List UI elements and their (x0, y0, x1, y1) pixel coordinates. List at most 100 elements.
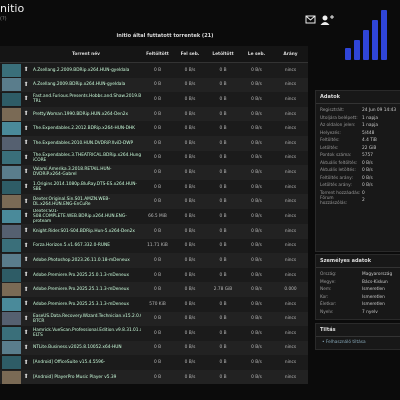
info-value: 2 (362, 198, 365, 204)
category-icon (2, 283, 21, 297)
info-label: Fórum hozzászólás: (320, 195, 348, 206)
stat-cell: 0 B/s (174, 208, 206, 224)
ban-panel: Tiltás • Felhasználó tiltása (315, 323, 400, 350)
torrent-row: ⬆ Adobe.Photoshop.2023.26.11.0.18-mDeneux… (0, 253, 308, 268)
torrent-row: ⬆ Adobe.Premiere.Pro.2025.25.3.1.3-mDeneu… (0, 296, 308, 312)
torrent-name[interactable]: Pretty.Woman.1990.BDRip.HUN.x264-Den2x (31, 106, 141, 122)
category-icon (2, 180, 21, 194)
seed-arrow: ⬆ (23, 300, 29, 308)
stat-cell: nincs (273, 223, 308, 239)
category-icon (2, 209, 21, 223)
torrent-name[interactable]: Adobe.Photoshop.2023.26.11.0.18-mDeneux (31, 253, 141, 268)
stat-cell: nincs (273, 340, 308, 356)
stat-cell: 0 B (206, 77, 240, 93)
category-icon (2, 195, 21, 209)
info-value: 22 GiB (362, 145, 377, 151)
username: initio (0, 2, 25, 15)
torrent-name[interactable]: Adobe.Premiere.Pro.2025.25.0.1.3-mDeneux (31, 267, 141, 283)
info-row: Aktuális letöltés: 0 B/s (316, 167, 400, 175)
stat-cell: 0 B/s (240, 135, 273, 151)
info-value: 7 nyelv (362, 309, 378, 315)
info-label: Az oldalon jelen: (320, 123, 356, 129)
category-cell (0, 340, 21, 356)
add-friend-icon[interactable] (322, 15, 328, 21)
category-icon (2, 356, 21, 370)
status-cell: ⬆ (21, 311, 31, 327)
status-cell: ⬆ (21, 267, 31, 283)
stat-cell: 2.78 GiB (206, 282, 240, 297)
category-icon (2, 297, 21, 311)
stat-cell: 0 B/s (174, 238, 206, 254)
torrent-name[interactable]: EaseUS.Data.Recovery.Wizard.Technician.v… (31, 311, 141, 327)
info-label: Nyelv: (320, 309, 334, 315)
info-row: Pontok száma: 5757 (316, 152, 400, 160)
stat-cell: 0 B (206, 326, 240, 341)
category-icon (2, 63, 21, 77)
info-label: Ország: (320, 272, 337, 278)
torrent-name[interactable]: NTLite.Business.v2025.8.10052.x64-HUN (31, 340, 141, 356)
seed-arrow: ⬆ (23, 124, 29, 132)
torrent-name[interactable]: Hamrick.VueScan.Professional.Edition.v9.… (31, 326, 141, 341)
info-row: Utoljára belépett: 1 napja (316, 115, 400, 123)
column-header: Arány (273, 46, 308, 63)
status-cell: ⬆ (21, 194, 31, 209)
stat-cell: 0 B/s (240, 369, 273, 385)
torrent-name[interactable]: A.Zsellang.2.2009.BDRip.x264.HUN-gyeldal… (31, 62, 141, 78)
info-label: Letöltés: (320, 145, 339, 151)
torrent-name[interactable]: The.Expendables.3.THEATRICAL.BDRip.x264.… (31, 150, 141, 166)
torrent-row: ⬆ Forza.Horizon.5.v1.667.332.0-RUNE 11.71 … (0, 238, 308, 254)
torrent-name[interactable]: Adobe.Premiere.Pro.2025.25.1.1.3-mDeneux (31, 282, 141, 297)
personal-panel: Személyes adatok Ország: Magyarország Megy… (315, 254, 400, 320)
category-icon (2, 151, 21, 165)
torrent-name[interactable]: Forza.Horizon.5.v1.667.332.0-RUNE (31, 238, 141, 254)
torrent-name[interactable]: Fast.and.Furious.Presents.Hobbs.and.Shaw… (31, 92, 141, 107)
stat-cell: 0 B (206, 62, 240, 78)
seed-arrow: ⬆ (23, 139, 29, 147)
torrent-name[interactable]: 1.Origins.2014.1080p.BluRay.DTS-ES.x264.… (31, 179, 141, 195)
stat-cell: nincs (273, 121, 308, 136)
data-panel: Adatok Regisztrált: 24 Jun 09 14:43 Utoljá… (315, 90, 400, 252)
category-icon (2, 312, 21, 326)
stat-cell: 0 B/s (174, 340, 206, 356)
stat-cell: 0 B (206, 92, 240, 107)
ban-link-text[interactable]: Felhasználó tiltása (325, 340, 366, 345)
stat-cell: 0 B/s (174, 369, 206, 385)
category-cell (0, 267, 21, 283)
stat-cell: nincs (273, 179, 308, 195)
info-value: 24 Jun 09 14:43 (362, 108, 397, 114)
category-cell (0, 194, 21, 209)
torrent-name[interactable]: The.Expendables.2010.HUN.DVDRiP.XviD-DWP (31, 135, 141, 151)
info-value: Ismeretlen (362, 302, 385, 308)
info-row: Megye: Bács-Kiskun (316, 279, 400, 287)
torrent-name[interactable]: A.Zsellang.2009.BDRip.x264.HUN-gyeldala (31, 77, 141, 93)
torrent-name[interactable]: Dexter.Original.Sin.S01.AMZN.WEB-DL.x264… (31, 194, 141, 209)
torrent-name[interactable]: The.Expendables.2.2012.BDRip.x264-HUN-DH… (31, 121, 141, 136)
info-label: Helyezés: (320, 130, 341, 136)
ban-link[interactable]: • Felhasználó tiltása (322, 340, 366, 345)
status-cell: ⬆ (21, 282, 31, 297)
info-label: Torrent hozzáadás: (320, 190, 361, 196)
torrent-name[interactable]: Dexter.S01-S08.COMPLETE.WEB.BDRip.x264.H… (31, 208, 141, 224)
column-header: Le seb. (240, 46, 273, 63)
mail-icon[interactable] (305, 15, 316, 24)
torrent-name[interactable]: [Android] PlayerPro Music Player v5.39 (31, 369, 141, 385)
stat-cell: 0 B/s (240, 326, 273, 341)
category-icon (2, 107, 21, 121)
info-label: Feltöltés arány: (320, 175, 353, 181)
seed-arrow: ⬆ (23, 80, 29, 88)
stat-cell: nincs (273, 253, 308, 268)
stat-cell: nincs (273, 135, 308, 151)
stat-cell: 0 B (206, 311, 240, 327)
torrent-name[interactable]: [Android] OfficeSuite v15.4.5596- (31, 355, 141, 370)
stat-cell: 0 B/s (240, 92, 273, 107)
torrent-name[interactable]: Knight.Rider.S01-S04.BDRip.Hun-5.x264-De… (31, 223, 141, 239)
stat-cell: 0 B/s (174, 267, 206, 283)
info-row: Letöltés: 22 GiB (316, 145, 400, 153)
torrent-name[interactable]: Adobe.Premiere.Pro.2025.25.3.1.3-mDeneux (31, 296, 141, 312)
torrent-name[interactable]: Valami.Amerika.3.2018.RETAIL.HUN-DVDRiP.… (31, 165, 141, 180)
header-cell (0, 46, 21, 63)
info-value: 5/448 (362, 130, 375, 136)
stat-cell: 0 B/s (174, 165, 206, 180)
stat-cell: nincs (273, 267, 308, 283)
seed-arrow: ⬆ (23, 343, 29, 351)
